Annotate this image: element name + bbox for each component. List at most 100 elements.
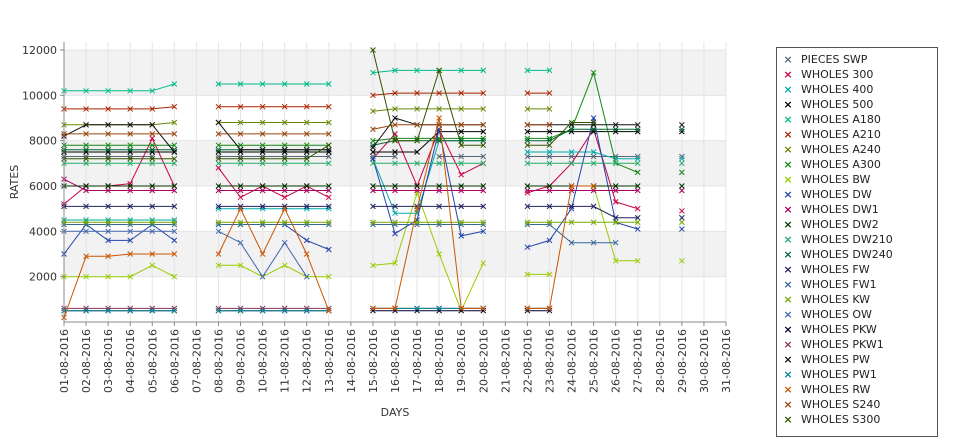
legend-label: WHOLES DW [801, 188, 872, 201]
series-line [218, 167, 330, 198]
legend-label: WHOLES PKW [801, 323, 877, 336]
data-point [215, 221, 222, 228]
legend-marker-icon: × [783, 143, 793, 156]
x-tick-label: 21-08-2016 [499, 329, 512, 393]
data-point [215, 160, 222, 167]
data-point [171, 81, 178, 87]
data-point [171, 183, 178, 189]
legend-marker-icon: × [783, 308, 793, 321]
data-point [171, 155, 178, 162]
x-tick-label: 14-08-2016 [345, 329, 358, 393]
legend-item: × WHOLES A300 [777, 157, 881, 172]
data-point [171, 146, 178, 153]
series-line [63, 223, 175, 255]
legend-marker-icon: × [783, 233, 793, 246]
data-point [679, 169, 685, 176]
legend-label: WHOLES A300 [801, 158, 881, 171]
data-point [215, 205, 222, 212]
data-point [634, 160, 641, 167]
data-point [171, 131, 178, 137]
x-tick-label: 20-08-2016 [477, 329, 490, 393]
legend-marker-icon: × [783, 293, 793, 306]
y-axis: 2000 4000 6000 8000 10000 12000 [22, 42, 65, 322]
legend-label: WHOLES BW [801, 173, 871, 186]
legend-label: PIECES SWP [801, 53, 868, 66]
y-tick-label: 12000 [22, 44, 57, 57]
data-point [634, 226, 641, 232]
series-layer [61, 47, 685, 321]
data-point [679, 128, 685, 135]
legend: × PIECES SWP × WHOLES 300 × WHOLES 400 × WHOLES… [776, 47, 938, 437]
data-point [171, 187, 178, 194]
series-line [527, 122, 594, 146]
series-line [527, 224, 616, 244]
x-tick-label: 07-08-2016 [190, 329, 203, 393]
data-point [679, 208, 685, 214]
data-point [215, 183, 222, 189]
x-tick-label: 13-08-2016 [323, 329, 336, 393]
series-line [372, 131, 484, 153]
legend-label: WHOLES A180 [801, 113, 881, 126]
legend-marker-icon: × [783, 173, 793, 186]
series-wholes-a180 [61, 67, 553, 94]
legend-item: × WHOLES 500 [777, 97, 873, 112]
data-point [325, 194, 332, 201]
data-point [171, 221, 178, 228]
series-line [372, 117, 484, 309]
legend-label: WHOLES A210 [801, 128, 881, 141]
series-line [372, 124, 484, 130]
y-tick-label: 2000 [29, 271, 57, 284]
data-point [171, 142, 178, 149]
series-wholes-bw [61, 183, 685, 314]
series-line [527, 185, 594, 309]
x-tick-label: 08-08-2016 [212, 329, 225, 393]
x-tick-label: 22-08-2016 [521, 329, 534, 393]
data-point [634, 257, 641, 264]
legend-label: WHOLES 400 [801, 83, 874, 96]
series-line [63, 253, 175, 318]
legend-label: WHOLES RW [801, 383, 871, 396]
legend-item: × PIECES SWP [777, 52, 867, 67]
data-point [215, 142, 222, 149]
series-line [372, 191, 484, 312]
x-tick-label: 15-08-2016 [367, 329, 380, 393]
data-point [679, 160, 685, 167]
data-point [171, 307, 178, 314]
data-point [634, 169, 641, 176]
legend-marker-icon: × [783, 113, 793, 126]
x-tick-label: 29-08-2016 [676, 329, 689, 393]
data-point [634, 128, 641, 135]
series-line [372, 137, 484, 142]
x-axis: 01-08-2016 02-08-2016 03-08-2016 04-08-2016… [58, 321, 733, 393]
legend-item: × WHOLES DW240 [777, 247, 892, 262]
series-line [593, 185, 638, 262]
legend-marker-icon: × [783, 338, 793, 351]
series-wholes-dw2 [61, 183, 685, 189]
series-wholes-fw1 [61, 221, 619, 246]
series-line [64, 264, 175, 278]
legend-item: × WHOLES DW210 [777, 232, 892, 247]
series-line [527, 151, 638, 160]
data-point [171, 217, 178, 223]
data-point [634, 153, 641, 160]
x-tick-label: 06-08-2016 [168, 329, 181, 393]
legend-item: × WHOLES RW [777, 382, 870, 397]
legend-label: WHOLES A240 [801, 143, 881, 156]
series-line [527, 71, 638, 173]
data-point [171, 119, 178, 126]
series-line [372, 108, 484, 112]
data-point [215, 187, 222, 194]
series-line [372, 140, 484, 146]
data-point [634, 183, 641, 189]
series-line [372, 92, 484, 96]
legend-marker-icon: × [783, 398, 793, 411]
series-line [218, 264, 329, 278]
legend-marker-icon: × [783, 263, 793, 276]
gridlines [63, 42, 727, 322]
data-point [634, 121, 641, 128]
legend-marker-icon: × [783, 353, 793, 366]
series-line [64, 83, 175, 92]
legend-item: × WHOLES 300 [777, 67, 873, 82]
data-point [679, 187, 685, 194]
legend-label: WHOLES OW [801, 308, 872, 321]
